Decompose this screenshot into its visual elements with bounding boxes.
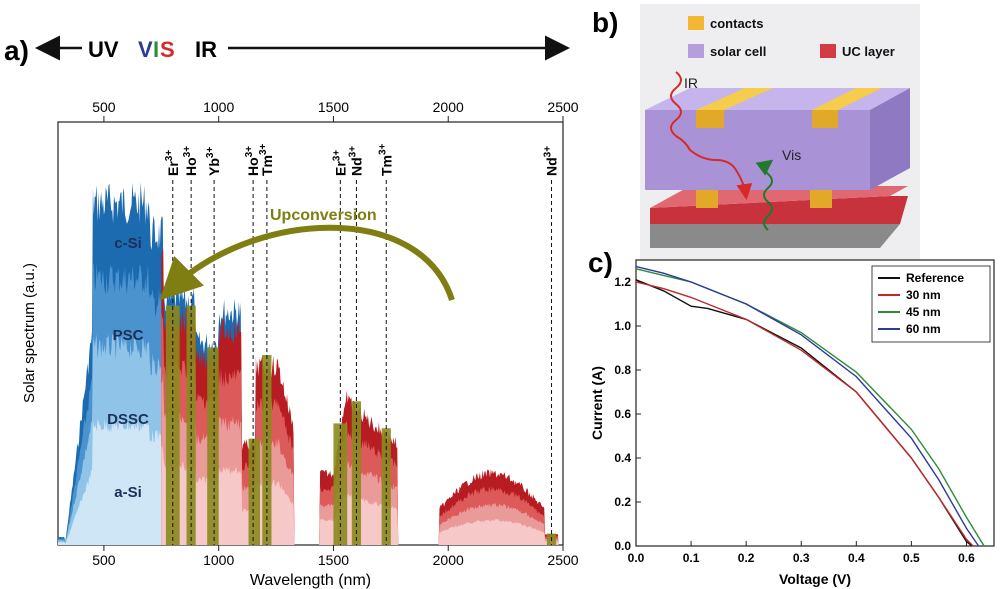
x-tick-label-2: 0.1	[683, 551, 700, 565]
solar-cell-side	[870, 88, 910, 190]
substrate-layer	[650, 224, 900, 248]
vis-i-letter: I	[153, 37, 159, 62]
ion-label-9: Nd3+	[543, 146, 560, 176]
y-tick-label-3: 0.4	[614, 451, 631, 465]
y-tick-label-2: 0.2	[614, 495, 631, 509]
y-axis-label: Solar spectrum (a.u.)	[21, 263, 38, 403]
absorption-band-5	[262, 355, 272, 545]
x-tick-label-top-1: 500	[92, 99, 116, 115]
iv-chart: 0.0 0.2 0.4 0.6 0.8 1.0 1.2 0.0 0.1 0.2 0.3 0.4 0.5 0…	[589, 259, 995, 587]
y-tick-label-6: 1.0	[614, 319, 631, 333]
vis-photon-label: Vis	[782, 147, 801, 163]
panel-label-b: b)	[592, 7, 618, 38]
ir-photon-arrow	[670, 71, 753, 200]
x-tick-label-top-4: 2000	[433, 99, 464, 115]
legend-label-solar-cell: solar cell	[710, 44, 766, 59]
ion-label-5: Tm3+	[258, 143, 275, 176]
legend-label-uc-layer: UC layer	[842, 44, 895, 59]
x-tick-label-4: 0.3	[793, 551, 810, 565]
iv-legend-label-reference: Reference	[906, 271, 964, 285]
ir-photon-label: IR	[684, 75, 698, 91]
legend-label-contacts: contacts	[710, 16, 763, 31]
iv-curve-30-nm	[635, 281, 974, 547]
contact-bar-right-top	[812, 88, 882, 110]
iv-legend-label-60-nm: 60 nm	[906, 322, 941, 336]
ion-label-3: Yb3+	[205, 147, 222, 176]
x-tick-label-bottom-2: 1000	[203, 552, 234, 568]
series-label-a-si: a-Si	[114, 484, 142, 501]
legend-swatch-uc-layer	[820, 44, 836, 58]
x-axis-label: Voltage (V)	[779, 571, 851, 587]
spectrum-plot-frame	[57, 121, 564, 546]
x-tick-label-6: 0.5	[903, 551, 920, 565]
iv-legend-label-45-nm: 45 nm	[906, 305, 941, 319]
y-axis-label: Current (A)	[589, 366, 605, 440]
y-tick-label-7: 1.2	[614, 275, 631, 289]
absorption-band-7	[351, 401, 361, 545]
upconversion-arrow	[159, 224, 455, 301]
x-tick-label-top-5: 2500	[547, 99, 578, 115]
contact-bar-left-front	[696, 110, 724, 128]
legend-swatch-contacts	[688, 16, 704, 30]
series-label-c-si: c-Si	[114, 235, 142, 252]
x-tick-label-7: 0.6	[958, 551, 975, 565]
absorption-band-8	[381, 428, 391, 545]
vis-v-letter: V	[138, 37, 153, 62]
iv-curve-60-nm	[635, 265, 980, 547]
legend-swatch-solar-cell	[688, 44, 704, 58]
upconversion-label: Upconversion	[270, 207, 377, 224]
ir-spectrum-layer-4	[161, 445, 559, 545]
ion-label-2: Ho3+	[182, 146, 199, 176]
x-tick-label-bottom-5: 2500	[547, 552, 578, 568]
x-tick-label-5: 0.4	[848, 551, 865, 565]
y-tick-label-5: 0.8	[614, 363, 631, 377]
contact-bar-left-top	[696, 88, 773, 110]
schematic-legend: contacts solar cell UC layer	[688, 16, 895, 59]
ion-label-6: Er3+	[331, 150, 348, 176]
x-tick-label-1: 0.0	[628, 551, 645, 565]
vis-s-letter: S	[160, 37, 175, 62]
series-label-psc: PSC	[113, 327, 144, 344]
ion-label-7: Nd3+	[347, 146, 364, 176]
series-label-dssc: DSSC	[107, 411, 149, 428]
iv-legend-label-30-nm: 30 nm	[906, 288, 941, 302]
iv-plot-frame	[635, 259, 995, 547]
x-tick-label-bottom-1: 500	[92, 552, 116, 568]
ir-label: IR	[195, 37, 217, 62]
x-axis-label: Wavelength (nm)	[250, 572, 371, 589]
x-tick-label-3: 0.2	[738, 551, 755, 565]
contact-bar-right-front	[812, 110, 838, 128]
y-tick-label-1: 0.0	[614, 539, 631, 553]
x-tick-label-top-3: 1500	[318, 99, 349, 115]
uv-label: UV	[88, 37, 119, 62]
y-tick-label-4: 0.6	[614, 407, 631, 421]
spectrum-chart: Er3+Ho3+Yb3+Ho3+Tm3+Er3+Nd3+Tm3+Nd3+c-Si…	[21, 99, 579, 589]
x-tick-label-top-2: 1000	[203, 99, 234, 115]
absorption-band-3	[207, 347, 219, 545]
ion-label-8: Tm3+	[377, 143, 394, 176]
absorption-band-4	[248, 438, 260, 545]
panel-label-c: c)	[588, 247, 613, 278]
ion-label-1: Er3+	[164, 150, 181, 176]
uc-layer	[650, 196, 908, 224]
x-tick-label-bottom-3: 1500	[318, 552, 349, 568]
panel-label-a: a)	[4, 35, 29, 66]
vis-photon-arrow	[755, 159, 774, 231]
x-tick-label-bottom-4: 2000	[433, 552, 464, 568]
solar-cell-front	[645, 110, 870, 190]
